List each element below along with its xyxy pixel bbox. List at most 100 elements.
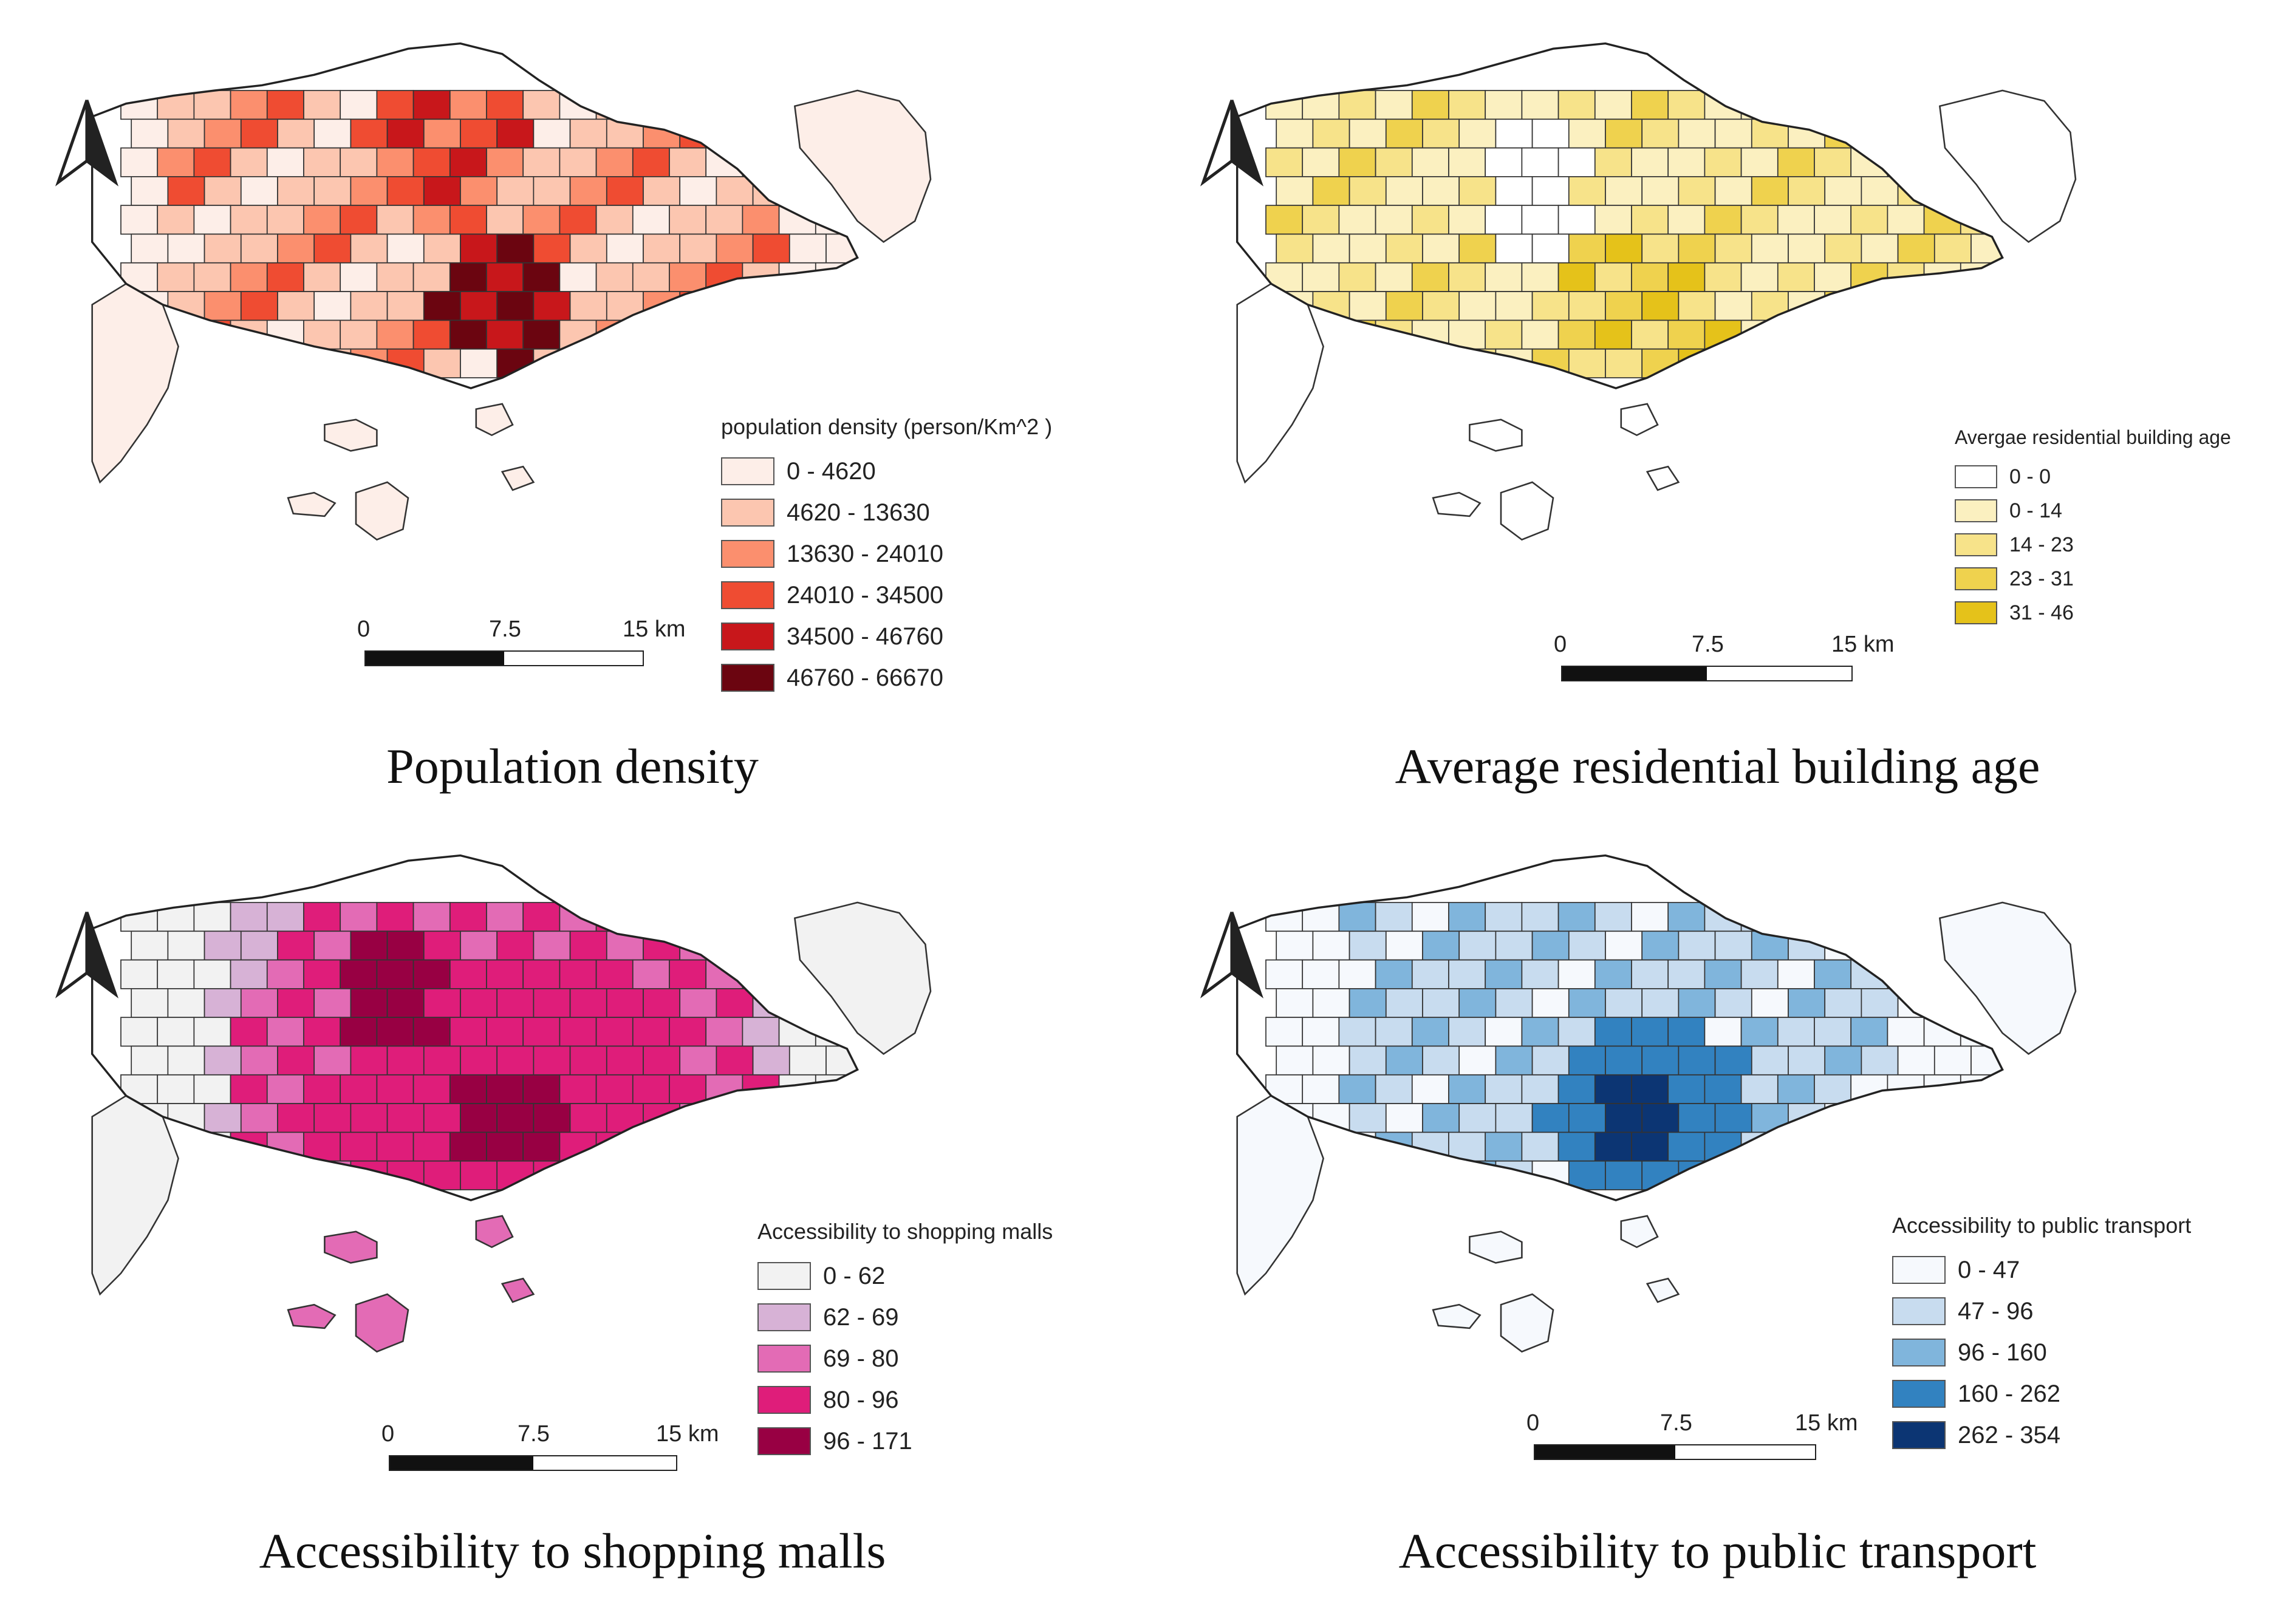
district [1338, 147, 1376, 177]
district [705, 959, 743, 989]
district [1850, 902, 1888, 932]
district [120, 902, 159, 932]
legend-swatch [1955, 533, 1997, 556]
district [522, 1074, 561, 1104]
district [230, 319, 268, 350]
district [1777, 205, 1815, 235]
district [705, 319, 743, 350]
legend-row: 0 - 14 [1955, 494, 2231, 528]
district [1970, 1103, 2003, 1133]
southern-island [355, 1293, 409, 1353]
shopping-malls-map [91, 854, 932, 1353]
district [203, 988, 242, 1018]
district [632, 262, 670, 292]
legend-label: 0 - 14 [2009, 499, 2062, 522]
district [1521, 1131, 1559, 1162]
district [569, 291, 607, 321]
district [1385, 1045, 1423, 1076]
district [1312, 1045, 1350, 1076]
district [752, 291, 790, 321]
district [1495, 291, 1533, 321]
district [716, 176, 754, 206]
district [533, 1045, 571, 1076]
district [752, 118, 790, 149]
district [1740, 1074, 1779, 1104]
legend-swatch [1892, 1339, 1946, 1366]
district [460, 988, 498, 1018]
district [1422, 988, 1460, 1018]
district [1641, 988, 1680, 1018]
district [669, 902, 707, 932]
district [1861, 988, 1899, 1018]
district [1422, 1045, 1460, 1076]
district [340, 205, 378, 235]
district [1385, 348, 1423, 378]
district [825, 1103, 858, 1133]
district [752, 1103, 790, 1133]
district [120, 205, 159, 235]
district [632, 1131, 670, 1162]
district [266, 902, 304, 932]
district [1740, 147, 1779, 177]
district [1897, 233, 1935, 264]
district [449, 1017, 487, 1047]
district [825, 348, 858, 378]
district [1667, 147, 1706, 177]
legend-label: 0 - 62 [823, 1262, 886, 1289]
district [705, 1131, 743, 1162]
district [423, 176, 461, 206]
district [669, 1131, 707, 1162]
district [1605, 176, 1643, 206]
district [1458, 291, 1497, 321]
district [131, 930, 169, 961]
scale-label-start: 0 [1554, 632, 1567, 657]
legend-label: 0 - 0 [2009, 465, 2051, 488]
district [376, 1131, 414, 1162]
district [1850, 1017, 1888, 1047]
district [1605, 1045, 1643, 1076]
district [595, 147, 634, 177]
legend-swatch [721, 623, 774, 650]
district [1557, 1131, 1596, 1162]
district [1897, 1045, 1935, 1076]
district [340, 902, 378, 932]
district [606, 348, 644, 378]
scale-label-end: 15 km [1795, 1410, 1858, 1436]
district [742, 147, 780, 177]
district [486, 959, 524, 989]
district [1933, 1103, 1972, 1133]
district [203, 930, 242, 961]
district [1631, 902, 1669, 932]
district [1861, 348, 1899, 378]
district [1667, 1074, 1706, 1104]
district [716, 988, 754, 1018]
southern-island [355, 481, 409, 541]
district [1312, 233, 1350, 264]
district [350, 930, 388, 961]
district [1960, 262, 1998, 292]
district [522, 902, 561, 932]
district [1348, 1045, 1387, 1076]
district [1485, 319, 1523, 350]
southern-island [1469, 418, 1523, 452]
district [752, 1160, 790, 1190]
district [240, 176, 278, 206]
district [1704, 319, 1742, 350]
district [350, 118, 388, 149]
district [643, 1160, 681, 1190]
district [386, 118, 425, 149]
legend-label: 47 - 96 [1958, 1297, 2034, 1325]
district [1714, 291, 1752, 321]
district [1923, 1131, 1961, 1162]
district [1678, 1045, 1716, 1076]
district [1348, 1103, 1387, 1133]
district [230, 959, 268, 989]
district [742, 1131, 780, 1162]
district [460, 118, 498, 149]
district [1557, 262, 1596, 292]
district [752, 930, 790, 961]
district [643, 176, 681, 206]
district [1594, 902, 1632, 932]
district [1265, 1017, 1304, 1047]
district [1824, 176, 1862, 206]
